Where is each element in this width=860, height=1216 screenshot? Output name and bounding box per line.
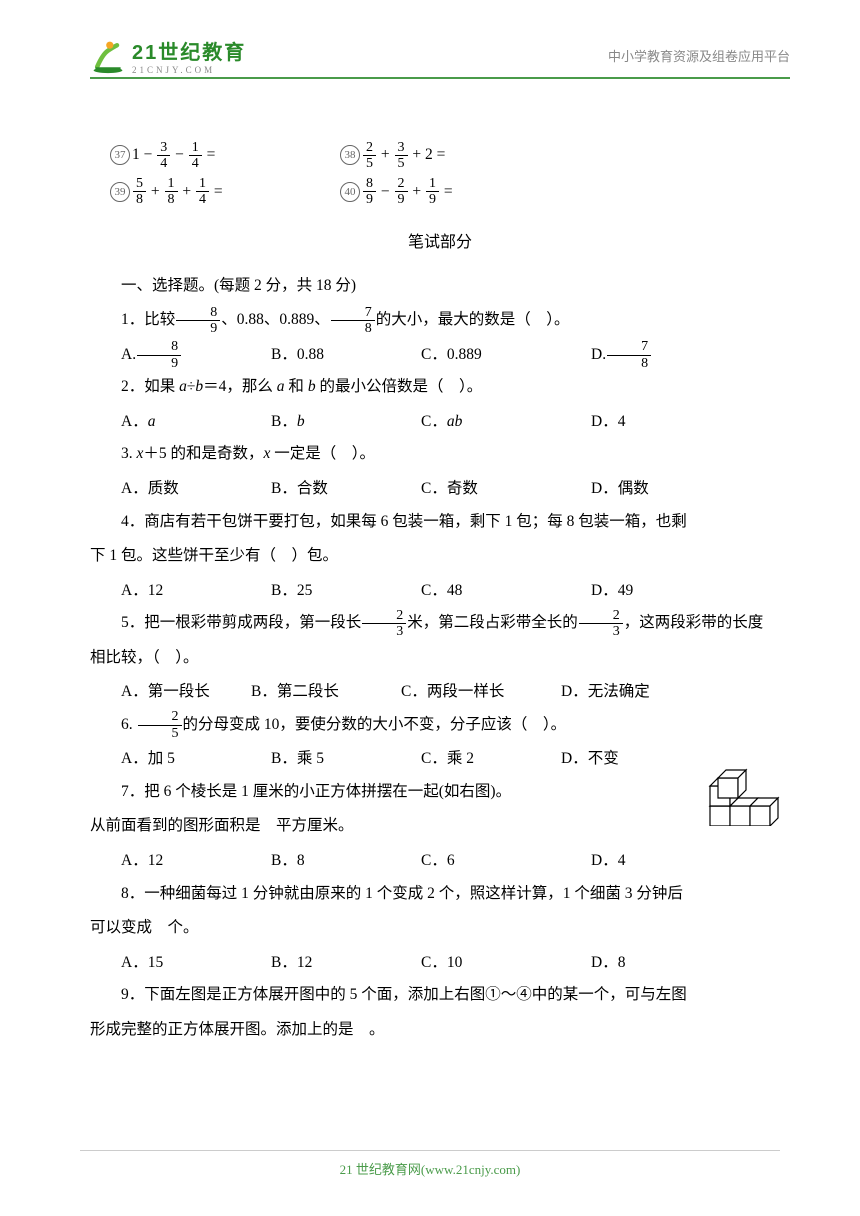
option-d: D．8 <box>560 947 710 980</box>
option-b: B．12 <box>240 947 390 980</box>
option-a: A．a <box>90 406 240 439</box>
q4-line2: 下 1 包。这些饼干至少有（ ）包。 <box>90 540 790 573</box>
part1-heading: 一、选择题。(每题 2 分，共 18 分) <box>90 270 790 303</box>
q7-line1: 7．把 6 个棱长是 1 厘米的小正方体拼摆在一起(如右图)。 <box>90 776 790 809</box>
option-c: C．两段一样长 <box>370 676 530 709</box>
option-b: B．b <box>240 406 390 439</box>
option-d: D．4 <box>560 845 710 878</box>
q9-line2: 形成完整的正方体展开图。添加上的是 。 <box>90 1014 790 1047</box>
option-a: A．第一段长 <box>90 676 220 709</box>
option-b: B．合数 <box>240 473 390 506</box>
q5-line1: 5．把一根彩带剪成两段，第一段长23米，第二段占彩带全长的23，这两段彩带的长度 <box>90 607 790 640</box>
option-a: A．15 <box>90 947 240 980</box>
logo-text: 21世纪教育 21CNJY.COM <box>132 36 246 75</box>
page-header: 21世纪教育 21CNJY.COM 中小学教育资源及组卷应用平台 <box>90 36 790 79</box>
option-c: C．10 <box>390 947 560 980</box>
option-d: D．不变 <box>530 743 680 776</box>
equation-row-1: 371 − 34 − 14 = 3825 + 35 + 2 = <box>90 139 790 172</box>
circled-number: 38 <box>340 145 360 165</box>
option-a: A．12 <box>90 845 240 878</box>
q2-options: A．a B．b C．ab D．4 <box>90 406 790 439</box>
cubes-figure <box>690 766 790 826</box>
q7-block: 7．把 6 个棱长是 1 厘米的小正方体拼摆在一起(如右图)。 从前面看到的图形… <box>90 776 790 843</box>
option-d: D．偶数 <box>560 473 710 506</box>
q5-line2: 相比较，（ ）。 <box>90 642 790 675</box>
circled-number: 39 <box>110 182 130 202</box>
q3-text: 3. x＋5 的和是奇数，x 一定是（ ）。 <box>90 438 790 471</box>
q4-options: A．12 B．25 C．48 D．49 <box>90 575 790 608</box>
section-title: 笔试部分 <box>90 226 790 260</box>
option-a: A．12 <box>90 575 240 608</box>
logo-sub: 21CNJY.COM <box>132 65 246 75</box>
circled-number: 40 <box>340 182 360 202</box>
option-c: C．奇数 <box>390 473 560 506</box>
option-d: D.78 <box>560 339 710 372</box>
option-d: D．4 <box>560 406 710 439</box>
eq-38: 3825 + 35 + 2 = <box>340 139 445 172</box>
option-a: A．质数 <box>90 473 240 506</box>
logo-block: 21世纪教育 21CNJY.COM <box>90 36 246 75</box>
q1-options: A.89 B．0.88 C．0.889 D.78 <box>90 339 790 372</box>
eq-40: 4089 − 29 + 19 = <box>340 176 453 209</box>
option-c: C．乘 2 <box>390 743 530 776</box>
q6-options: A．加 5 B．乘 5 C．乘 2 D．不变 <box>90 743 790 776</box>
option-a: A.89 <box>90 339 240 372</box>
option-d: D．无法确定 <box>530 676 680 709</box>
option-c: C．ab <box>390 406 560 439</box>
circled-number: 37 <box>110 145 130 165</box>
option-a: A．加 5 <box>90 743 240 776</box>
q8-line1: 8．一种细菌每过 1 分钟就由原来的 1 个变成 2 个，照这样计算，1 个细菌… <box>90 878 790 911</box>
q5-options: A．第一段长 B．第二段长 C．两段一样长 D．无法确定 <box>90 676 790 709</box>
option-b: B．第二段长 <box>220 676 370 709</box>
eq-37: 371 − 34 − 14 = <box>110 139 340 172</box>
header-right-text: 中小学教育资源及组卷应用平台 <box>608 46 790 65</box>
q2-text: 2．如果 a÷b＝4，那么 a 和 b 的最小公倍数是（ ）。 <box>90 371 790 404</box>
option-b: B．25 <box>240 575 390 608</box>
option-c: C．48 <box>390 575 560 608</box>
q8-options: A．15 B．12 C．10 D．8 <box>90 947 790 980</box>
option-b: B．乘 5 <box>240 743 390 776</box>
option-b: B．0.88 <box>240 339 390 372</box>
q3-options: A．质数 B．合数 C．奇数 D．偶数 <box>90 473 790 506</box>
q1-text: 1．比较89、0.88、0.889、78的大小，最大的数是（ ）。 <box>90 304 790 337</box>
page-footer: 21 世纪教育网(www.21cnjy.com) <box>80 1150 780 1178</box>
eq-39: 3958 + 18 + 14 = <box>110 176 340 209</box>
option-d: D．49 <box>560 575 710 608</box>
q8-line2: 可以变成 个。 <box>90 912 790 945</box>
q7-line2: 从前面看到的图形面积是 平方厘米。 <box>90 810 790 843</box>
logo-icon <box>90 38 126 74</box>
option-c: C．0.889 <box>390 339 560 372</box>
content-body: 371 − 34 − 14 = 3825 + 35 + 2 = 3958 + 1… <box>90 139 790 1046</box>
option-c: C．6 <box>390 845 560 878</box>
q9-line1: 9．下面左图是正方体展开图中的 5 个面，添加上右图①～④中的某一个，可与左图 <box>90 979 790 1012</box>
q4-line1: 4．商店有若干包饼干要打包，如果每 6 包装一箱，剩下 1 包；每 8 包装一箱… <box>90 506 790 539</box>
logo-main: 21世纪教育 <box>132 36 246 65</box>
q6-text: 6. 25的分母变成 10，要使分数的大小不变，分子应该（ ）。 <box>90 709 790 742</box>
option-b: B．8 <box>240 845 390 878</box>
q7-options: A．12 B．8 C．6 D．4 <box>90 845 790 878</box>
equation-row-2: 3958 + 18 + 14 = 4089 − 29 + 19 = <box>90 176 790 209</box>
